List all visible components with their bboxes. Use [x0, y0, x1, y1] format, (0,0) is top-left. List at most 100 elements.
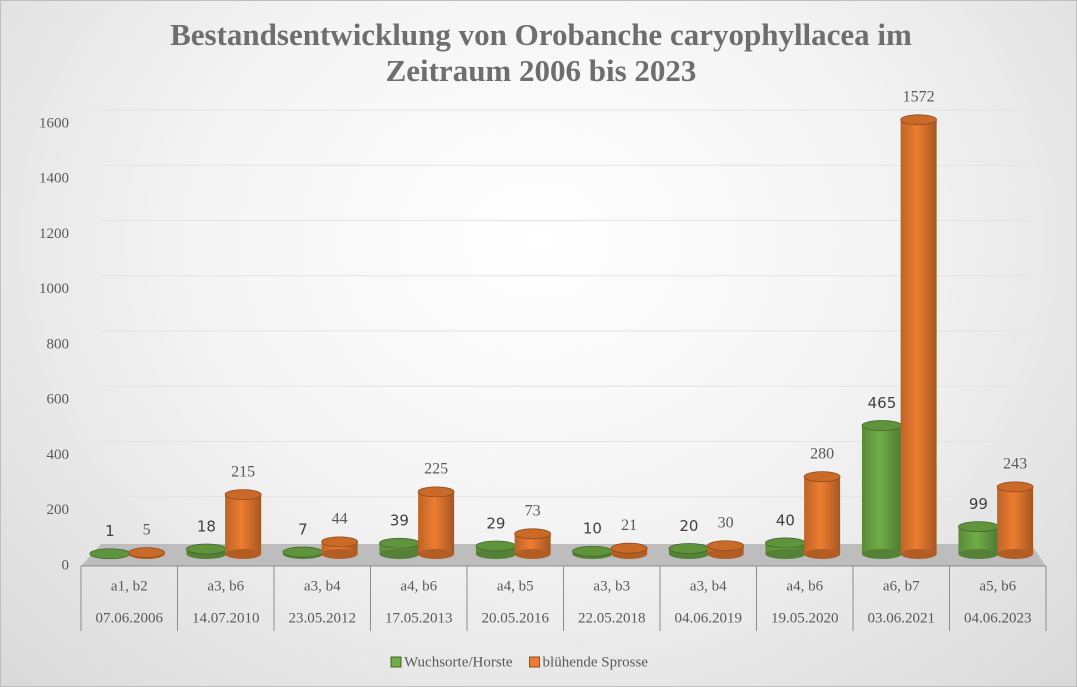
x-date-label: 22.05.2018: [578, 610, 646, 626]
bar-top: [379, 537, 420, 549]
bar-bottom: [861, 549, 902, 559]
bar-top: [224, 489, 262, 501]
bar-bottom: [958, 549, 999, 559]
bar: [417, 486, 455, 559]
bar-body: [900, 119, 937, 555]
bar-bottom: [418, 549, 455, 559]
x-date-label: 14.07.2010: [192, 610, 260, 626]
data-label: 21: [621, 517, 637, 534]
data-label: 73: [525, 503, 541, 520]
bar-bottom: [475, 549, 516, 559]
bar: [668, 543, 710, 559]
x-date-label: 04.06.2019: [675, 610, 743, 626]
bar-top: [900, 114, 938, 126]
bar-top: [282, 546, 324, 558]
data-label: 29: [486, 514, 505, 532]
x-tick-label: a5, b6: [979, 578, 1016, 594]
bar: [803, 471, 841, 559]
bar-body: [225, 494, 262, 554]
data-label: 280: [810, 445, 834, 462]
legend-swatch: [390, 656, 402, 668]
data-label: 243: [1003, 456, 1027, 473]
y-tick-label: 1200: [39, 226, 69, 242]
data-label: 1572: [903, 88, 935, 105]
y-tick-label: 800: [47, 336, 70, 352]
x-date-label: 07.06.2006: [96, 610, 164, 626]
legend-label: Wuchsorte/Horste: [404, 654, 513, 670]
x-tick-label: a4, b6: [786, 578, 823, 594]
y-tick-label: 1600: [39, 115, 69, 131]
bar-bottom: [804, 549, 841, 559]
bar: [900, 114, 938, 559]
bar-top: [610, 542, 648, 554]
bar-body: [997, 486, 1034, 554]
bar-top: [89, 548, 131, 560]
data-label: 465: [868, 394, 897, 412]
chart-title: Bestandsentwicklung von Orobanche caryop…: [170, 17, 912, 88]
bar: [707, 540, 745, 559]
x-tick-label: a4, b6: [400, 578, 437, 594]
legend-swatch: [529, 656, 541, 668]
bar: [128, 547, 166, 559]
bar: [224, 489, 262, 559]
bar: [379, 537, 420, 559]
y-tick-label: 1400: [39, 171, 69, 187]
bar-top: [803, 471, 841, 483]
data-label: 7: [298, 521, 308, 539]
data-label: 99: [969, 495, 988, 513]
bar-body: [765, 542, 806, 554]
x-tick-label: a3, b6: [207, 578, 244, 594]
y-tick-label: 600: [47, 392, 70, 408]
bar-top: [861, 420, 903, 431]
data-label: 5: [143, 521, 151, 538]
data-label: 225: [424, 461, 448, 478]
data-label: 215: [231, 463, 255, 480]
x-date-label: 17.05.2013: [385, 610, 453, 626]
bar: [514, 528, 552, 559]
data-label: 39: [390, 512, 409, 530]
x-date-label: 20.05.2016: [482, 610, 550, 626]
bar-top: [996, 481, 1034, 493]
bar-top: [958, 521, 999, 533]
data-label: 30: [718, 514, 734, 531]
bar: [958, 521, 999, 559]
bar-top: [514, 528, 552, 540]
bar-top: [186, 543, 227, 555]
bar-bottom: [900, 549, 937, 559]
x-date-label: 03.06.2021: [868, 610, 936, 626]
bar-top: [321, 536, 359, 548]
data-label: 40: [776, 511, 795, 529]
data-label: 18: [197, 518, 216, 536]
bar-bottom: [225, 549, 262, 559]
bar: [765, 537, 806, 559]
bar-bottom: [997, 549, 1034, 559]
bar-body: [514, 533, 551, 554]
legend-label: blühende Sprosse: [543, 654, 649, 670]
y-tick-label: 200: [47, 502, 70, 518]
x-date-label: 19.05.2020: [771, 610, 839, 626]
bar-bottom: [514, 549, 551, 559]
bar: [861, 420, 903, 559]
bar: [282, 546, 324, 559]
bar: [572, 545, 613, 559]
bar: [186, 543, 227, 559]
bar: [89, 548, 131, 560]
x-tick-label: a3, b4: [304, 578, 341, 594]
bar: [475, 540, 517, 559]
x-date-label: 04.06.2023: [964, 610, 1032, 626]
x-date-label: 23.05.2012: [289, 610, 357, 626]
bar: [610, 542, 648, 559]
bar-top: [668, 543, 710, 554]
bar-bottom: [321, 549, 358, 559]
bar-top: [417, 486, 455, 498]
bar-top: [765, 537, 806, 549]
x-tick-label: a4, b5: [497, 578, 534, 594]
bar-top: [707, 540, 745, 552]
bar-top: [572, 545, 613, 557]
bar-top: [128, 547, 166, 559]
y-tick-label: 0: [62, 557, 70, 573]
bar-top: [475, 540, 517, 552]
bar-bottom: [707, 549, 744, 559]
